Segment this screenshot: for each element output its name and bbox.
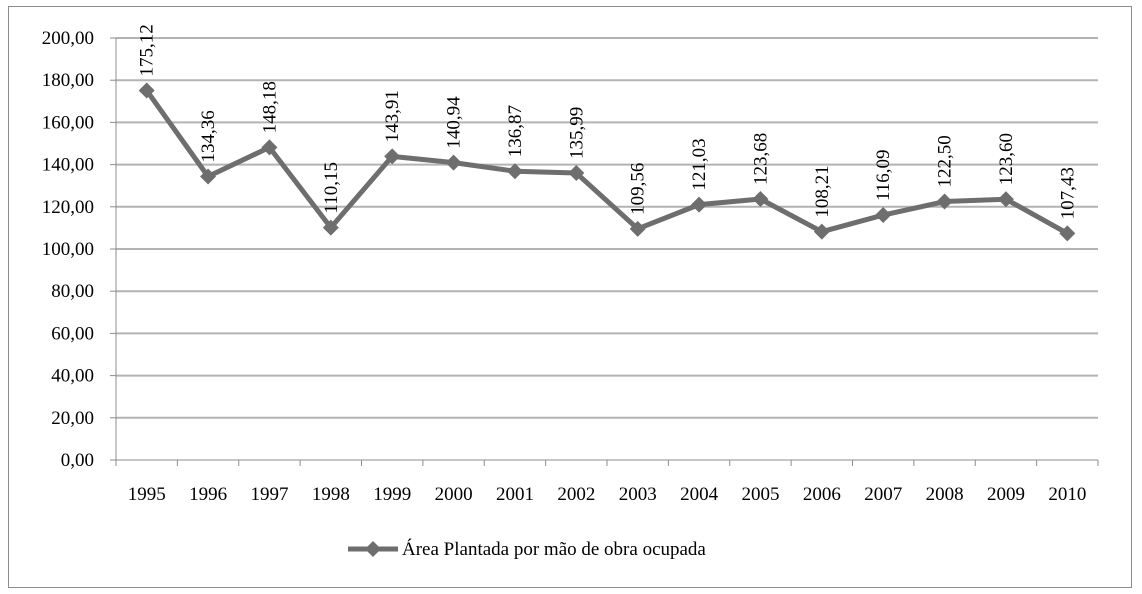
x-tick-label: 2008 <box>926 484 964 505</box>
x-tick-label: 2009 <box>987 484 1025 505</box>
data-point-marker <box>997 191 1014 208</box>
y-tick-label: 20,00 <box>51 408 94 429</box>
data-label: 109,56 <box>628 163 649 215</box>
x-tick-label: 2000 <box>435 484 473 505</box>
y-tick-label: 120,00 <box>42 197 94 218</box>
x-tick-label: 2003 <box>619 484 657 505</box>
legend: Área Plantada por mão de obra ocupada <box>348 538 706 560</box>
data-point-marker <box>752 191 769 208</box>
data-label: 135,99 <box>566 107 587 159</box>
data-label: 122,50 <box>935 135 956 187</box>
data-label: 143,91 <box>382 90 403 142</box>
series-polyline <box>144 89 1069 236</box>
legend-diamond-marker <box>365 541 381 557</box>
data-label: 140,94 <box>444 96 465 149</box>
gridlines <box>116 37 1098 419</box>
data-label: 110,15 <box>321 162 342 214</box>
data-point-marker <box>261 139 278 156</box>
data-point-marker <box>138 82 155 99</box>
data-label: 121,03 <box>689 138 710 190</box>
y-tick-label: 0,00 <box>61 450 94 471</box>
y-tick-label: 180,00 <box>42 70 94 91</box>
data-point-marker <box>936 193 953 210</box>
y-tick-label: 80,00 <box>51 281 94 302</box>
data-point-marker <box>506 163 523 180</box>
data-point-marker <box>1059 225 1076 242</box>
y-tick-label: 200,00 <box>42 28 94 49</box>
data-label: 134,36 <box>198 110 219 162</box>
y-tick-label: 160,00 <box>42 112 94 133</box>
data-point-marker <box>813 223 830 240</box>
data-point-marker <box>568 165 585 182</box>
y-tick-label: 60,00 <box>51 323 94 344</box>
legend-label: Área Plantada por mão de obra ocupada <box>402 538 706 560</box>
y-tick-label: 40,00 <box>51 366 94 387</box>
data-labels: 175,12 134,36 148,18 110,15 143,91 140,94 136,… <box>137 24 1079 219</box>
x-tick-label: 1997 <box>250 484 288 505</box>
data-point-marker <box>629 220 646 237</box>
data-label: 123,60 <box>996 133 1017 185</box>
data-point-marker <box>875 207 892 224</box>
data-label: 136,87 <box>505 105 526 157</box>
x-tick-label: 2006 <box>803 484 841 505</box>
x-axis-ticks: 1995 1996 1997 1998 1999 2000 2001 2002 2003 2004… <box>115 460 1099 505</box>
chart-frame <box>8 6 1132 588</box>
x-tick-label: 2001 <box>496 484 534 505</box>
data-point-marker <box>200 168 217 185</box>
x-tick-label: 2007 <box>864 484 902 505</box>
data-label: 175,12 <box>137 24 158 76</box>
x-tick-label: 2004 <box>680 484 719 505</box>
x-tick-label: 1995 <box>128 484 166 505</box>
y-axis-ticks: 0,00 20,00 40,00 60,00 80,00 100,00 120,00 140,… <box>42 28 116 471</box>
y-tick-label: 100,00 <box>42 239 94 260</box>
series-markers <box>138 82 1076 242</box>
data-label: 116,09 <box>873 150 894 202</box>
data-point-marker <box>445 154 462 171</box>
x-tick-label: 2002 <box>557 484 595 505</box>
x-tick-label: 1998 <box>312 484 350 505</box>
data-label: 107,43 <box>1057 167 1078 219</box>
x-tick-label: 1999 <box>373 484 411 505</box>
y-tick-label: 140,00 <box>42 155 94 176</box>
data-point-marker <box>322 219 339 236</box>
data-label: 108,21 <box>812 165 833 217</box>
data-point-marker <box>384 148 401 165</box>
series-line <box>144 89 1069 236</box>
x-tick-label: 2010 <box>1048 484 1086 505</box>
data-label: 148,18 <box>259 81 280 133</box>
x-tick-label: 2005 <box>741 484 779 505</box>
x-tick-label: 1996 <box>189 484 227 505</box>
data-point-marker <box>691 196 708 213</box>
data-label: 123,68 <box>750 133 771 185</box>
